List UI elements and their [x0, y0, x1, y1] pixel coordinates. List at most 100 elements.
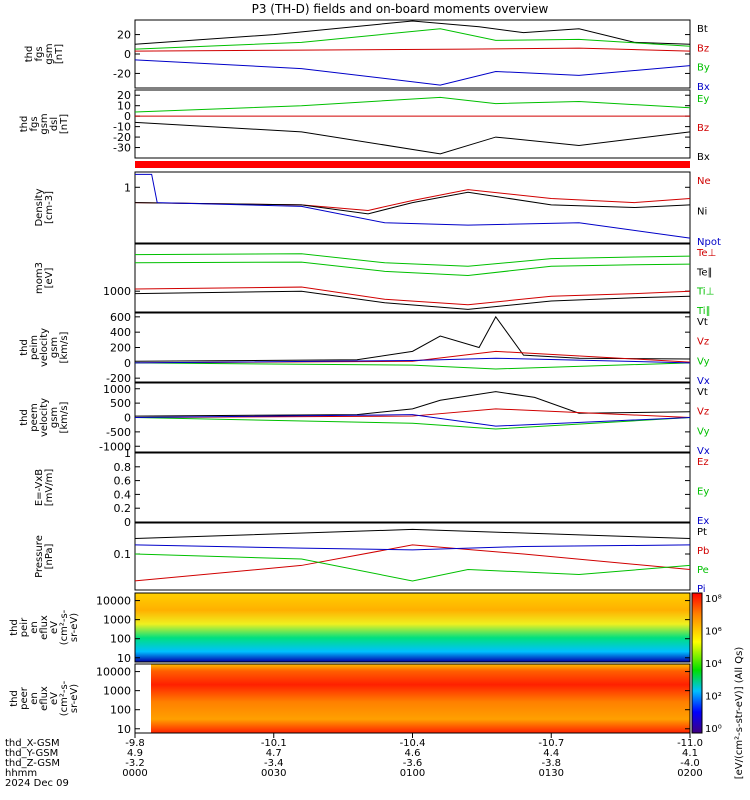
panel-frame	[134, 312, 691, 383]
legend-pressure-2: Pe	[697, 565, 709, 576]
legend-fgs_gsm-0: Bt	[697, 24, 708, 35]
y-axis-label-line: eV	[49, 621, 60, 634]
x-tick-label: 0100	[400, 768, 425, 779]
y-tick-label: 500	[110, 397, 131, 410]
y-axis-label: thdpeemvelocitygsm[km/s]	[19, 398, 70, 437]
y-tick-label: 1000	[103, 285, 131, 298]
y-axis-label-line: sr-eV)	[69, 684, 80, 713]
legend-peim_velocity-3: Vx	[697, 376, 710, 387]
y-axis-label-line: mom3	[34, 262, 45, 294]
y-axis-label-line: en	[29, 692, 40, 705]
legend-density-0: Ne	[697, 176, 711, 187]
y-axis-label-line: velocity	[39, 398, 50, 437]
x-tick-label: -10.7	[538, 738, 564, 749]
y-axis-label-line: [nPa]	[44, 543, 55, 569]
x-row-label: thd_X-GSM	[5, 738, 60, 749]
y-axis-label-line: thd	[24, 46, 35, 63]
y-tick-label: 600	[110, 311, 131, 324]
legend-temperature-2: Ti⊥	[696, 287, 714, 298]
x-tick-label: 4.1	[682, 748, 698, 759]
legend-peem_velocity-2: Vy	[697, 426, 710, 437]
y-axis-label-line: [km/s]	[59, 331, 70, 363]
y-axis-label-line: thd	[19, 409, 30, 426]
panel-peir_en_eflux: 10 100 1000 10000 thdpeirenefluxeV(cm²-s-sr-…	[9, 592, 691, 665]
y-axis-label-line: [cm-3]	[44, 191, 55, 224]
y-tick-label: 1000	[103, 614, 131, 627]
y-axis-label-line: peim	[29, 335, 40, 360]
x-tick-label: -4.0	[680, 758, 700, 769]
x-tick-label: 4.6	[405, 748, 421, 759]
series-temperature-3	[134, 253, 691, 267]
y-tick-label: 0.6	[114, 475, 132, 488]
x-tick-label: -3.6	[403, 758, 423, 769]
y-tick-label: 10000	[96, 666, 131, 679]
legend-temperature-1: Te∥	[696, 267, 713, 278]
legend-efield-0: Ez	[697, 457, 709, 468]
y-tick-label: 100	[110, 633, 131, 646]
y-tick-label: 0	[124, 412, 131, 425]
legend-peim_velocity-1: Vz	[697, 337, 709, 348]
colorbar-tick-label: 10⁴	[705, 659, 722, 670]
y-axis-label: Pressure[nPa]	[34, 535, 55, 578]
series-temperature-0	[134, 286, 691, 306]
y-axis-label-line: [mV/m]	[44, 469, 55, 507]
legend-peem_velocity-0: Vt	[697, 387, 708, 398]
legend-fgs_gsm-1: Bz	[697, 43, 709, 54]
y-axis-label-line: velocity	[39, 328, 50, 367]
y-axis-label-line: sr-eV)	[69, 613, 80, 642]
y-axis-label-line: thd	[9, 690, 20, 707]
panel-frame	[134, 243, 691, 313]
y-tick-label: -10	[113, 121, 131, 134]
status-bar-red	[135, 161, 690, 168]
y-axis-label: thdpeimvelocitygsm[km/s]	[19, 328, 70, 367]
legend-fgs_gsm-3: Bx	[697, 82, 710, 93]
panel-density: 1 Density[cm-3] Ne Ni Npot	[34, 171, 721, 248]
legend-efield-1: Ey	[697, 487, 709, 498]
panel-frame	[134, 171, 691, 244]
y-axis-label-line: [km/s]	[59, 401, 70, 433]
legend-fgs_gsm-2: By	[697, 63, 710, 74]
panel-frame	[134, 452, 691, 523]
series-peem_velocity-3	[134, 414, 691, 427]
y-tick-label: 100	[110, 704, 131, 717]
panel-fgs_gsm: -20 0 20 thdfgsgsm[nT] Bt Bz By Bx	[24, 19, 710, 93]
series-fgs_gsm-1	[134, 47, 691, 52]
y-tick-label: 0.8	[114, 461, 132, 474]
series-peem_velocity-0	[134, 391, 691, 417]
series-fgs_gsm_dsl-2	[134, 121, 691, 155]
series-fgs_gsm-3	[134, 59, 691, 86]
y-tick-label: 0	[124, 357, 131, 370]
y-tick-label: 0	[124, 48, 131, 61]
legend-peem_velocity-3: Vx	[697, 446, 710, 457]
series-density-0	[134, 189, 691, 211]
y-axis-label-line: peer	[19, 686, 30, 710]
series-peem_velocity-2	[134, 417, 691, 430]
y-axis-label: thdfgsgsmdsl[nT]	[19, 113, 70, 134]
status-bar	[135, 161, 690, 168]
series-peim_velocity-0	[134, 315, 691, 362]
x-row-label: thd_Y-GSM	[5, 748, 58, 759]
x-tick-label: -10.1	[261, 738, 287, 749]
y-tick-label: 1	[124, 181, 131, 194]
y-tick-label: 10	[117, 723, 131, 736]
panel-frame	[134, 89, 691, 159]
legend-pressure-3: Pi	[697, 584, 706, 595]
y-axis-label-line: [eV]	[44, 268, 55, 289]
y-tick-label: -30	[113, 142, 131, 155]
panel-frame	[134, 522, 691, 591]
y-axis-label: E=-VxB[mV/m]	[34, 469, 55, 507]
legend-peem_velocity-1: Vz	[697, 407, 709, 418]
panel-peer_en_eflux: 10 100 1000 10000 thdpeerenefluxeV(cm²-s-sr-…	[9, 663, 691, 736]
series-density-1	[134, 191, 691, 215]
series-density-2	[135, 173, 691, 239]
x-tick-label: -3.8	[541, 758, 561, 769]
x-row-label: hhmm	[5, 768, 37, 779]
panel-temperature: 1000 mom3[eV] Te⊥ Te∥ Ti⊥ Ti∥	[34, 243, 716, 317]
y-axis-label-line: eflux	[39, 686, 50, 711]
y-tick-label: 1000	[103, 685, 131, 698]
series-pressure-0	[134, 528, 691, 540]
y-tick-label: 0.2	[114, 502, 132, 515]
y-axis-label: thdfgsgsm[nT]	[24, 43, 65, 64]
x-tick-label: 4.7	[266, 748, 282, 759]
